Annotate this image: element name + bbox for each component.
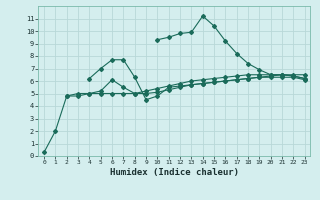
X-axis label: Humidex (Indice chaleur): Humidex (Indice chaleur) bbox=[110, 168, 239, 177]
